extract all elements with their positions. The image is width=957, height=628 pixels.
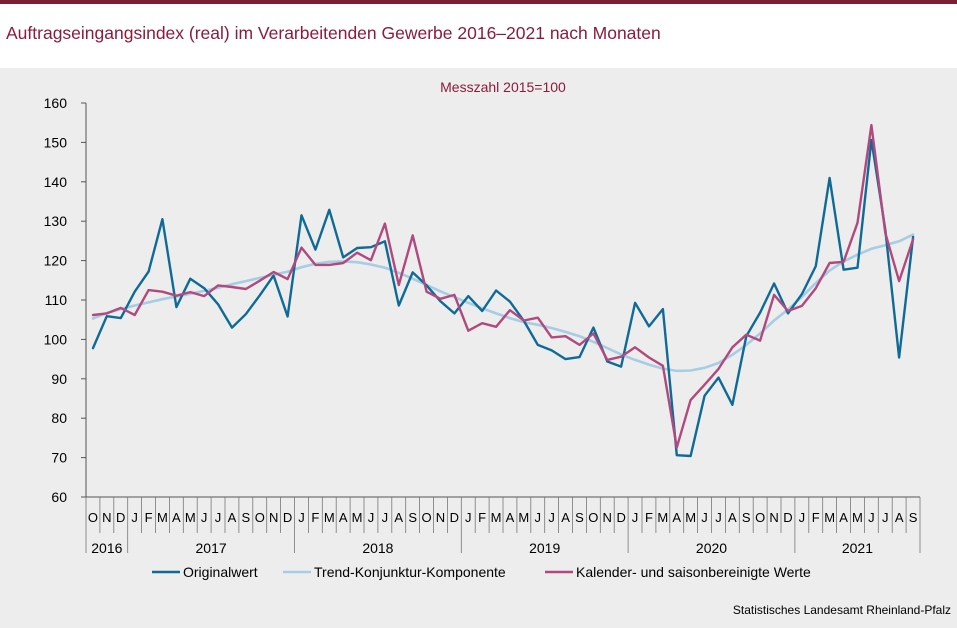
chart-panel — [0, 68, 957, 628]
month-label: J — [215, 510, 222, 525]
month-label: J — [382, 510, 389, 525]
month-label: O — [588, 510, 598, 525]
month-label: J — [201, 510, 208, 525]
month-label: F — [145, 510, 153, 525]
month-label: F — [311, 510, 319, 525]
series-line-1 — [91, 233, 915, 373]
y-tick-label: 80 — [51, 410, 67, 426]
year-label: 2019 — [529, 540, 560, 556]
source-credit: Statistisches Landesamt Rheinland-Pfalz — [732, 603, 951, 617]
month-label: N — [269, 510, 278, 525]
legend-label: Kalender- und saisonbereinigte Werte — [576, 564, 811, 580]
year-label: 2017 — [196, 540, 227, 556]
month-label: J — [465, 510, 472, 525]
month-label: N — [603, 510, 612, 525]
y-tick-label: 160 — [44, 95, 68, 111]
month-label: M — [324, 510, 335, 525]
month-label: A — [228, 510, 237, 525]
month-label: F — [812, 510, 820, 525]
month-label: D — [450, 510, 459, 525]
y-tick-label: 90 — [51, 371, 67, 387]
month-label: J — [701, 510, 708, 525]
month-label: A — [506, 510, 515, 525]
month-label: D — [783, 510, 792, 525]
year-label: 2021 — [842, 540, 873, 556]
y-tick-label: 70 — [51, 450, 67, 466]
y-tick-label: 150 — [44, 134, 68, 150]
month-label: N — [102, 510, 111, 525]
month-label: M — [185, 510, 196, 525]
month-label: M — [518, 510, 529, 525]
series-line-2 — [91, 123, 915, 449]
month-label: J — [632, 510, 639, 525]
y-tick-label: 100 — [44, 331, 68, 347]
month-label: M — [685, 510, 696, 525]
y-tick-label: 110 — [45, 292, 68, 308]
month-label: N — [769, 510, 778, 525]
top-rule — [0, 0, 957, 4]
y-tick-label: 140 — [44, 174, 68, 190]
month-label: J — [868, 510, 875, 525]
series-line-0 — [91, 138, 915, 458]
month-label: J — [535, 510, 542, 525]
month-label: S — [242, 510, 251, 525]
month-label: A — [172, 510, 181, 525]
legend-label: Originalwert — [183, 564, 258, 580]
month-label: M — [824, 510, 835, 525]
month-label: N — [436, 510, 445, 525]
month-label: A — [339, 510, 348, 525]
month-label: J — [131, 510, 138, 525]
month-label: O — [755, 510, 765, 525]
month-label: J — [715, 510, 722, 525]
year-label: 2020 — [696, 540, 727, 556]
month-label: M — [352, 510, 363, 525]
month-label: M — [491, 510, 502, 525]
month-label: S — [575, 510, 584, 525]
chart-title: Auftragseingangsindex (real) im Verarbei… — [6, 23, 661, 43]
y-tick-label: 130 — [44, 213, 68, 229]
month-label: J — [368, 510, 375, 525]
month-label: D — [283, 510, 292, 525]
month-label: A — [561, 510, 570, 525]
month-label: S — [742, 510, 751, 525]
month-label: A — [895, 510, 904, 525]
month-label: A — [728, 510, 737, 525]
month-label: D — [616, 510, 625, 525]
month-label: A — [839, 510, 848, 525]
month-label: F — [645, 510, 653, 525]
month-label: D — [116, 510, 125, 525]
month-label: S — [909, 510, 918, 525]
y-tick-label: 120 — [44, 253, 68, 269]
month-label: M — [157, 510, 168, 525]
month-label: F — [478, 510, 486, 525]
month-label: J — [799, 510, 806, 525]
month-label: J — [882, 510, 889, 525]
month-label: A — [394, 510, 403, 525]
y-tick-label: 60 — [51, 489, 67, 505]
chart-subtitle: Messzahl 2015=100 — [440, 79, 566, 95]
month-label: M — [657, 510, 668, 525]
month-label: O — [88, 510, 98, 525]
month-label: O — [255, 510, 265, 525]
month-label: M — [852, 510, 863, 525]
month-label: O — [421, 510, 431, 525]
month-label: S — [408, 510, 417, 525]
month-label: A — [672, 510, 681, 525]
month-label: J — [548, 510, 555, 525]
year-label: 2018 — [362, 540, 393, 556]
legend-label: Trend-Konjunktur-Komponente — [314, 564, 506, 580]
month-label: J — [298, 510, 305, 525]
year-label: 2016 — [91, 540, 122, 556]
